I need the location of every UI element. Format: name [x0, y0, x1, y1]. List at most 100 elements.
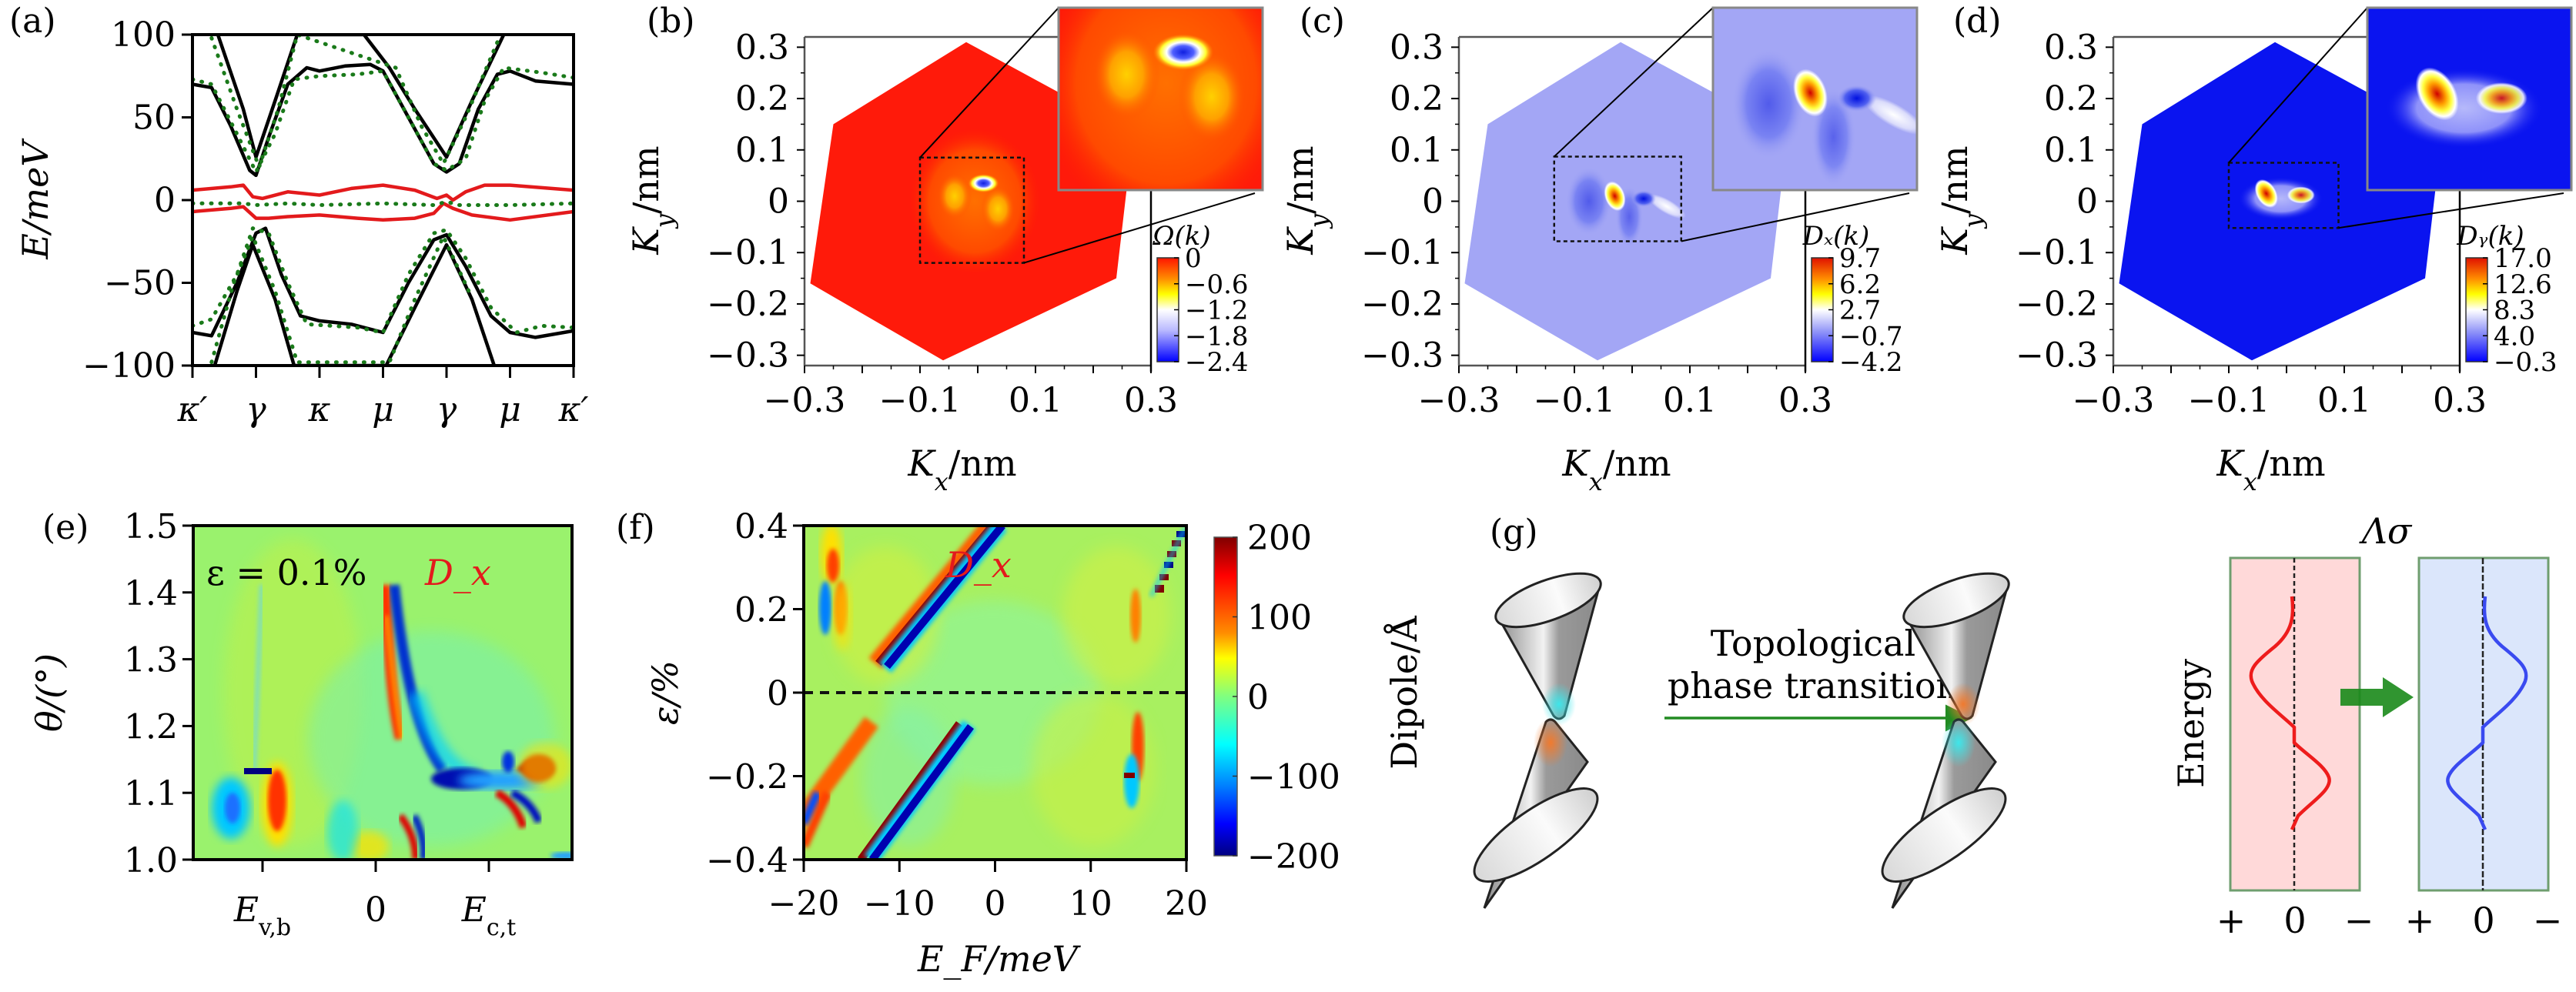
x-axis-label: Kx/nm	[1561, 443, 1671, 496]
lower-cone-after	[1881, 718, 2007, 909]
y-tick-label: −0.2	[707, 285, 789, 324]
transition-label-line1: Topological	[1711, 623, 1915, 664]
band-series-9	[192, 226, 574, 335]
white-ridge	[1648, 194, 1686, 219]
zoom-connector	[2338, 192, 2564, 229]
inset	[1059, 8, 1263, 190]
x-label-sub: x	[2243, 467, 2257, 496]
lambda-axis-label: −	[2533, 900, 2563, 941]
x-tick-label: −20	[768, 884, 840, 924]
band-lines	[192, 35, 574, 366]
x-ticks: Ev,b 0 Ec,t	[233, 860, 516, 941]
y-tick-label: −0.1	[707, 233, 789, 272]
y-tick-label: −100	[82, 346, 176, 386]
band-series-2	[192, 65, 574, 174]
y-label-sub: y	[1304, 213, 1333, 229]
colorbar-ticks: 200 100 0 −100 −200	[1233, 519, 1340, 877]
y-tick-label: −0.3	[1361, 336, 1444, 376]
colorbar-tick-label: −100	[1247, 758, 1340, 797]
band-series-10	[209, 234, 471, 365]
zoom-connector	[1681, 192, 1910, 242]
colorbar-tick-label: −2.4	[1185, 347, 1249, 378]
maximum-lobe	[1604, 181, 1626, 212]
x-label-k: K	[1561, 443, 1591, 484]
lobe	[1093, 28, 1160, 120]
x-tick-label: −0.1	[879, 381, 962, 420]
zoom-box	[1553, 155, 1682, 242]
panel-e-dipole-vs-angle: 1.5 1.4 1.3 1.2 1.1 1.0 Ev,b 0 Ec,t θ/(°) ε = 0…	[28, 507, 574, 941]
heatmap-f	[804, 526, 1186, 860]
dx-annotation: D_x	[945, 544, 1012, 586]
strain-annotation: ε = 0.1%	[206, 552, 366, 593]
x-tick-label: μ	[372, 390, 394, 429]
max-lobe	[2415, 67, 2459, 121]
y-tick-label: 0.3	[1390, 28, 1444, 67]
x-tick-label: 0.3	[2433, 381, 2487, 420]
y-axis-label: θ/(°)	[28, 653, 70, 732]
y-tick-label: 0	[1422, 182, 1444, 222]
lambda-axis-label: −	[2344, 900, 2374, 941]
plot-frame	[192, 524, 574, 861]
lambda-box-before	[2229, 556, 2361, 892]
y-tick-label: 1.3	[124, 641, 178, 680]
thick-arrow	[2340, 677, 2414, 717]
panel-label-a: (a)	[9, 2, 56, 41]
colorbar-tick-label: 4.0	[2494, 321, 2535, 352]
colorbar-tick-label: 8.3	[2494, 296, 2535, 326]
y-tick-label: −0.4	[706, 841, 788, 880]
inset-frame	[2366, 6, 2573, 192]
y-label-k: K	[1934, 226, 1975, 256]
minimum-spot	[968, 174, 999, 193]
x-tick-label: κ′	[177, 390, 208, 429]
colorbar-tick-label: 6.2	[1839, 269, 1881, 300]
panel-a-band-structure: 100 50 0 −50 −100 κ′ γ κ μ γ μ κ′ E/meV	[15, 15, 588, 429]
y-tick-label: 0.3	[2044, 28, 2098, 67]
colorbar-tick-label: −200	[1247, 837, 1340, 877]
colorbar-tick-label: 0	[1185, 243, 1202, 274]
panel-label-b: (b)	[647, 2, 695, 41]
lambda-axis-label: +	[2405, 900, 2435, 941]
x-label-unit: /nm	[2257, 443, 2326, 484]
band-series-7	[192, 226, 574, 339]
x-tick-label: 0.1	[1009, 381, 1062, 420]
y-tick-label: 0.1	[1390, 131, 1444, 170]
band-series-4	[192, 183, 574, 202]
x-tick-e: E	[461, 890, 487, 930]
y-tick-label: 0	[2076, 182, 2098, 222]
x-tick-label: −0.1	[1534, 381, 1616, 420]
cone-pair-before	[1473, 572, 1602, 909]
x-tick-e: E	[233, 890, 259, 930]
y-label-k: K	[1280, 226, 1321, 256]
minimum-lobe	[1837, 85, 1877, 112]
y-tick-label: 0	[154, 181, 176, 220]
colorbar-tick-label: 0	[1247, 678, 1269, 717]
y-tick-label: −0.2	[2016, 285, 2098, 324]
y-tick-label: 1.5	[124, 507, 178, 546]
colorbar-tick-label: 200	[1247, 519, 1312, 558]
y-label-sub: y	[650, 213, 679, 229]
y-tick-label: 0.3	[735, 28, 789, 67]
zoom-connector	[1554, 7, 1714, 158]
x-tick-label: 0.1	[1663, 381, 1717, 420]
colorbar-tick-label: 2.7	[1839, 296, 1881, 326]
lambda-axis-label: 0	[2283, 900, 2306, 941]
lambda-label: Λσ	[2359, 510, 2413, 552]
y-tick-label: 0.2	[2044, 79, 2098, 119]
y-ticks: 100 50 0 −50 −100	[82, 15, 192, 386]
x-tick-label: γ	[246, 390, 266, 429]
panel-label-g: (g)	[1490, 513, 1538, 552]
colorbar-tick-label: −1.2	[1185, 296, 1249, 326]
band-series-8	[212, 242, 497, 366]
y-axis-label: Ky/nm	[1934, 145, 1988, 255]
y-axis-label: Ky/nm	[1280, 145, 1333, 255]
y-label-unit: /nm	[1934, 145, 1975, 214]
y-label-unit: /nm	[1280, 145, 1321, 214]
y-tick-label: −0.2	[706, 758, 788, 797]
y-tick-label: −0.3	[707, 336, 789, 376]
colorbar-title: Dₓ(k)	[1802, 221, 1869, 252]
y-axis-label: ε/%	[644, 660, 686, 725]
band-series-5	[192, 202, 574, 222]
y-tick-label: 1.0	[124, 841, 178, 880]
y-tick-label: 0	[768, 182, 789, 222]
